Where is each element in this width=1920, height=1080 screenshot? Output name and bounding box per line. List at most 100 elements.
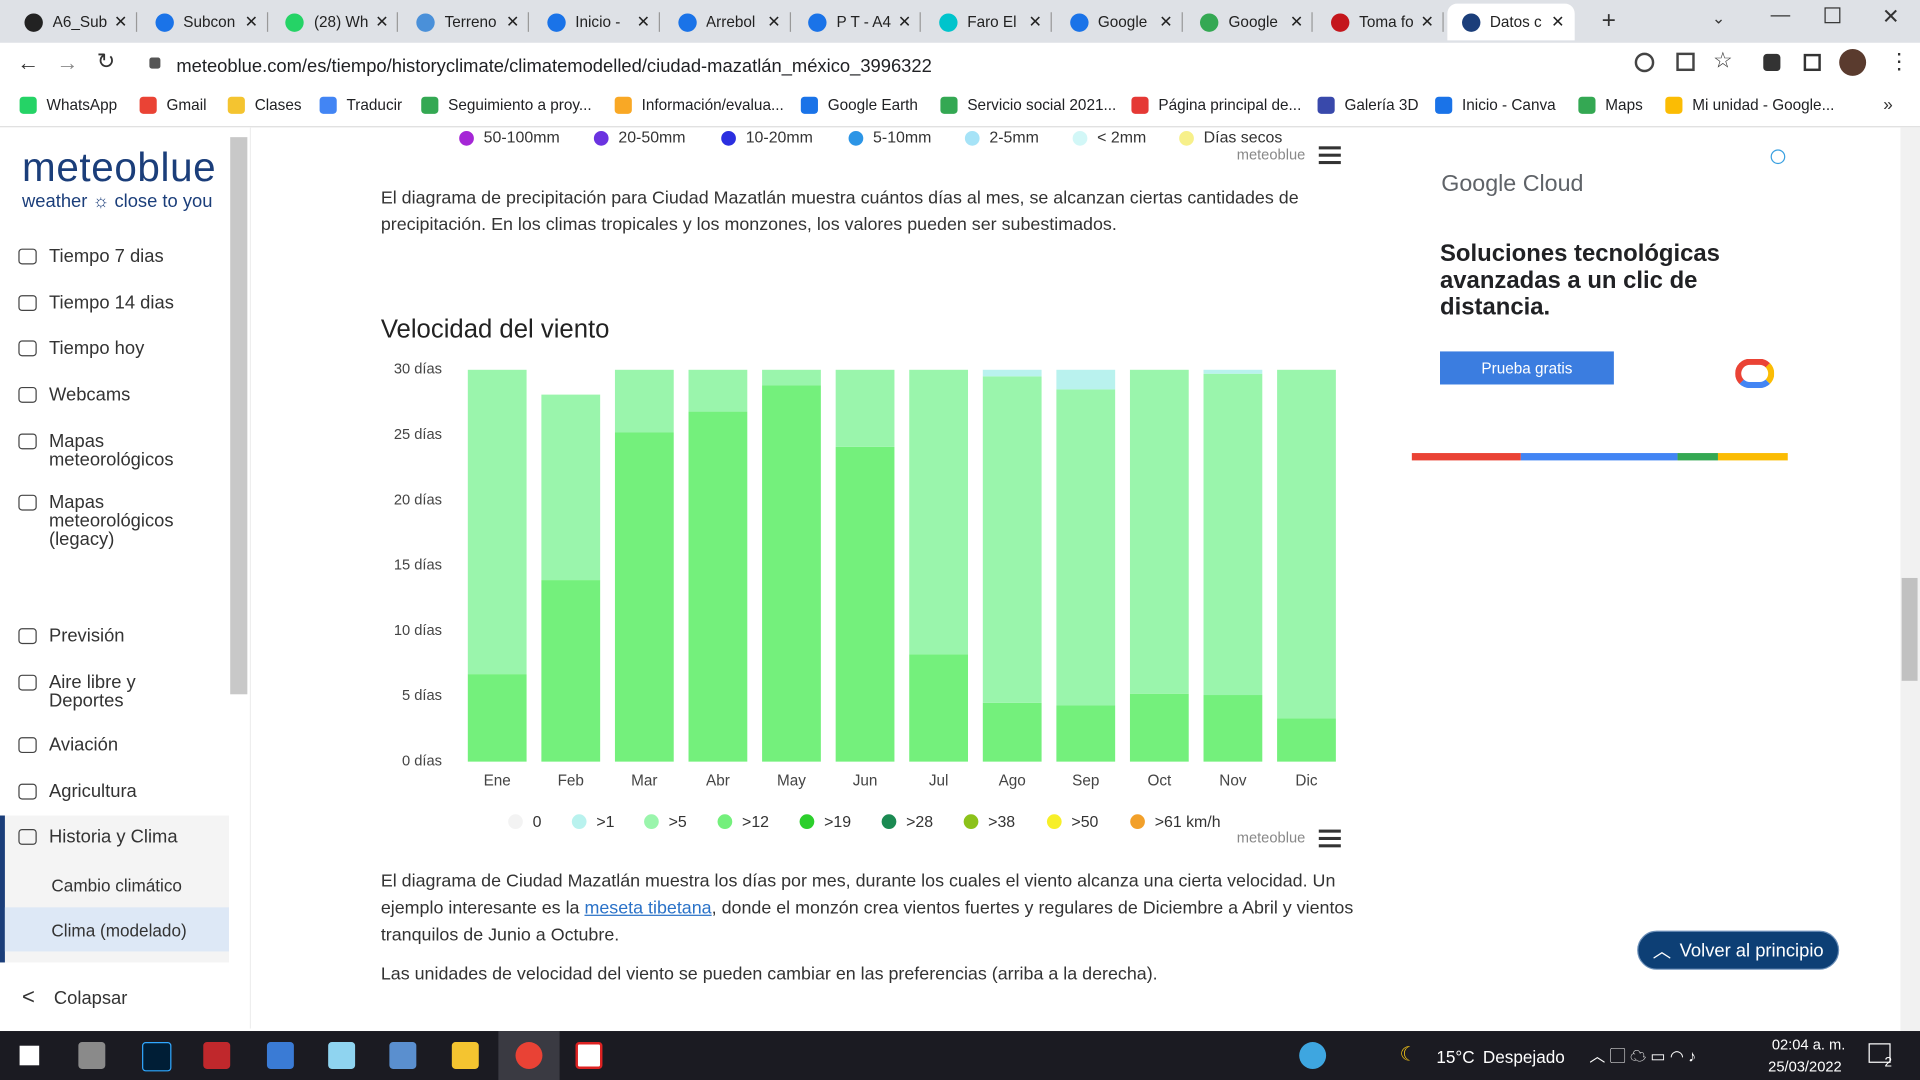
taskbar-app[interactable] [328,1042,356,1069]
taskbar-app[interactable] [78,1042,106,1069]
menu-button[interactable]: ⋮ [1888,48,1911,74]
eye-icon[interactable] [1634,52,1655,73]
bookmark[interactable]: Google Earth [800,96,918,114]
sidepanel-icon[interactable] [1803,53,1821,72]
profile-avatar[interactable] [1839,48,1867,76]
tab[interactable]: Subcon ✕ [140,4,268,41]
bookmark[interactable]: Clases [227,96,301,114]
tab-close[interactable]: ✕ [1551,12,1565,31]
bookmark[interactable]: Galería 3D [1317,96,1419,114]
logo[interactable]: meteoblue [22,144,217,190]
weather-temp[interactable]: 15°C [1436,1046,1475,1067]
tab[interactable]: A6_Sub ✕ [10,4,138,41]
taskbar-app[interactable] [142,1042,172,1072]
taskbar-app[interactable] [266,1042,294,1069]
x-tick-label: Jul [929,772,949,789]
minimize[interactable]: — [1770,4,1791,26]
sidebar-item[interactable]: Mapas meteorológicos (legacy) [48,492,174,550]
bookmark[interactable]: Página principal de... [1131,96,1301,114]
taskbar-app[interactable] [389,1042,417,1069]
tab-close[interactable]: ✕ [1289,12,1304,31]
sidebar-item[interactable]: Agricultura [48,781,137,803]
bookmark[interactable]: Traducir [319,96,402,114]
new-tab[interactable]: + [1601,7,1616,35]
sidebar-item[interactable]: Webcams [48,384,131,406]
taskbar-app[interactable] [515,1042,543,1069]
taskbar-app[interactable] [203,1042,231,1069]
taskbar-app[interactable] [575,1042,603,1069]
tab-title: A6_Sub [52,13,108,31]
sidebar-item[interactable]: Aire libre y Deportes [48,672,136,712]
tab[interactable]: Arrebol ✕ [663,4,791,41]
tab[interactable]: Toma fo ✕ [1316,4,1444,41]
ad-info[interactable] [1770,149,1786,165]
bookmark-label: Galería 3D [1344,96,1419,114]
ad-stripe [1717,453,1788,461]
sidebar-item[interactable]: Mapas meteorológicos [48,431,174,471]
subitem[interactable]: Cambio climático [51,875,182,896]
bookmark-icon [19,96,37,114]
tab[interactable]: Terreno ✕ [402,4,530,41]
ad[interactable]: Google Cloud Soluciones tecnológicas ava… [1411,142,1788,463]
tab[interactable]: Datos c ✕ [1446,3,1575,41]
back-button[interactable]: ← [17,50,40,75]
weather-text[interactable]: Despejado [1482,1046,1565,1067]
bookmark[interactable]: Mi unidad - Google... [1665,96,1834,114]
tab[interactable]: P T - A4 ✕ [794,4,922,41]
tab[interactable]: (28) Wh ✕ [271,4,399,41]
tab-close[interactable]: ✕ [244,12,258,31]
bookmark[interactable]: Información/evalua... [614,96,784,114]
forward-button[interactable]: → [56,50,79,75]
tab-close[interactable]: ✕ [1028,12,1042,31]
tab-close[interactable]: ✕ [636,12,650,31]
ad-button[interactable]: Prueba gratis [1440,351,1614,385]
tray-icons[interactable]: ︿ ▢ ☁ ▭ ◠ ♪ [1589,1046,1697,1066]
tab-close[interactable]: ✕ [897,12,912,31]
back-to-top[interactable]: ︿ Volver al principio [1637,930,1840,970]
bookmark[interactable]: Gmail [139,96,207,114]
maximize[interactable] [1824,7,1841,24]
close-window[interactable]: ✕ [1882,4,1900,29]
tab-close[interactable]: ✕ [505,12,520,31]
bookmarks-more[interactable]: » [1883,94,1893,114]
subitem[interactable]: Clima (modelado) [51,920,187,941]
reload-button[interactable]: ↻ [96,48,116,74]
notifications-icon[interactable] [1868,1043,1891,1063]
tab-close[interactable]: ✕ [767,12,781,31]
sidebar-item[interactable]: Tiempo hoy [48,337,145,359]
taskbar-app[interactable] [451,1042,479,1069]
sidebar-item[interactable]: Tiempo 7 dias [48,246,164,267]
bookmark[interactable]: Maps [1578,96,1643,114]
tab-close[interactable]: ✕ [1159,12,1173,31]
link[interactable]: meseta tibetana [584,898,712,919]
tab[interactable]: Google ✕ [1186,4,1314,41]
tab-close[interactable]: ✕ [113,12,128,31]
start-button[interactable] [19,1045,40,1066]
tab-search[interactable]: ⌄ [1711,8,1726,27]
tab-close[interactable]: ✕ [1420,12,1434,31]
sidebar-icon [18,783,37,800]
tab-close[interactable]: ✕ [375,12,389,31]
tab[interactable]: Faro El ✕ [924,4,1052,41]
collapse-button[interactable]: Colapsar [53,988,128,1009]
bookmark[interactable]: Servicio social 2021... [940,96,1116,114]
tab-favicon [155,12,174,32]
bookmark[interactable]: Inicio - Canva [1435,96,1556,114]
share-icon[interactable] [1676,52,1695,72]
bookmark[interactable]: Seguimiento a proy... [421,96,592,114]
paragraph: El diagrama de precipitación para Ciudad… [380,188,1299,236]
tab[interactable]: Google ✕ [1055,4,1183,41]
scrollbar-thumb[interactable] [1901,577,1918,681]
sidebar-item[interactable]: Aviación [48,734,119,756]
sidebar-item[interactable]: Tiempo 14 dias [48,292,174,314]
bar-segment [614,369,674,433]
extensions-icon[interactable] [1763,53,1781,72]
tab[interactable]: Inicio - ✕ [532,4,660,41]
collapse-icon[interactable]: < [22,984,35,1009]
bookmark[interactable]: WhatsApp [19,96,118,114]
help-icon[interactable] [1299,1042,1327,1069]
bookmark-star[interactable]: ☆ [1713,47,1733,73]
address-bar[interactable]: meteoblue.com/es/tiempo/historyclimate/c… [176,55,932,77]
sidebar-item[interactable]: Previsión [48,625,125,647]
sidebar-item[interactable]: Historia y Clima [48,826,178,848]
